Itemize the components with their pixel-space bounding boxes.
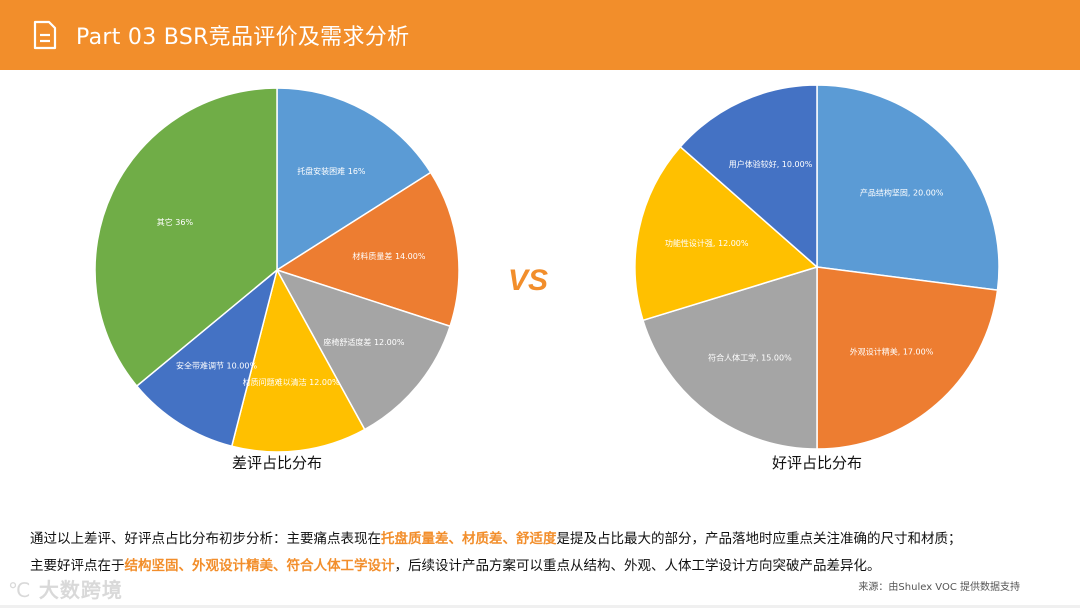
pie0-data-label-3: 材质问题难以清洁 12.00% — [243, 377, 340, 387]
summary-line-1-segment-1: 托盘质量差、材质差、舒适度 — [381, 531, 557, 547]
summary-line-2-segment-0: 主要好评点在于 — [30, 558, 125, 574]
pie-charts: 托盘安装困难 16% 材料质量差 14.00% 座椅舒适度差 12.00% 材质问题难… — [94, 84, 1000, 453]
watermark-logo: ℃ 大数跨境 — [8, 574, 123, 603]
summary-line-2-segment-1: 结构坚固、外观设计精美、符合人体工学设计 — [124, 558, 395, 574]
footer-divider — [0, 605, 1080, 608]
pie1-data-label-3: 功能性设计强, 12.00% — [665, 238, 749, 248]
pie0-data-label-4: 安全带难调节 10.00% — [176, 360, 257, 370]
pie1-slice-3 — [634, 145, 819, 322]
pie1-data-label-2: 符合人体工学, 15.00% — [708, 353, 792, 363]
pie0-slice-0 — [276, 87, 432, 272]
pie1-data-label-1: 外观设计精美, 17.00% — [850, 347, 934, 357]
pie1-slice-4 — [679, 84, 818, 269]
pie1-slice-0 — [816, 84, 1000, 291]
pie0-slice-4 — [135, 267, 279, 448]
vs-label: VS — [508, 264, 549, 297]
watermark-text: 大数跨境 — [38, 578, 123, 602]
pie0-data-label-0: 托盘安装困难 16% — [297, 166, 366, 176]
chart-title-positive: 好评占比分布 — [772, 454, 863, 472]
summary-line-1-segment-2: 是提及占比最大的部分，产品落地时应重点关注准确的尺寸和材质； — [556, 531, 962, 547]
chart-title-negative: 差评占比分布 — [232, 454, 323, 472]
watermark-icon: ℃ — [8, 578, 39, 602]
pie1-data-label-0: 产品结构坚固, 20.00% — [860, 187, 944, 197]
summary-line-1: 通过以上差评、好评点占比分布初步分析：主要痛点表现在托盘质量差、材质差、舒适度是… — [30, 527, 962, 547]
pie1-slice-1 — [816, 266, 999, 450]
page-title: Part 03 BSR竞品评价及需求分析 — [76, 25, 410, 50]
summary-line-2-segment-2: ，后续设计产品方案可以重点从结构、外观、人体工学设计方向突破产品差异化。 — [394, 558, 881, 574]
pie0-slice-5 — [94, 87, 278, 388]
summary-line-1-segment-0: 通过以上差评、好评点占比分布初步分析：主要痛点表现在 — [30, 531, 381, 547]
pie1-slice-2 — [642, 265, 818, 450]
pie1-data-label-4: 用户体验较好, 10.00% — [729, 159, 813, 169]
document-icon — [33, 20, 57, 50]
pie0-data-label-1: 材料质量差 14.00% — [352, 251, 425, 261]
pie0-slice-3 — [230, 267, 366, 453]
pie0-slice-2 — [275, 268, 452, 431]
pie0-slice-1 — [275, 171, 460, 328]
summary-line-2: 主要好评点在于结构坚固、外观设计精美、符合人体工学设计，后续设计产品方案可以重点… — [30, 554, 881, 574]
pie0-data-label-2: 座椅舒适度差 12.00% — [323, 337, 404, 347]
header-bar: Part 03 BSR竞品评价及需求分析 — [0, 0, 1080, 70]
source-note: 来源：由Shulex VOC 提供数据支持 — [858, 582, 1020, 593]
pie0-data-label-5: 其它 36% — [157, 217, 194, 227]
